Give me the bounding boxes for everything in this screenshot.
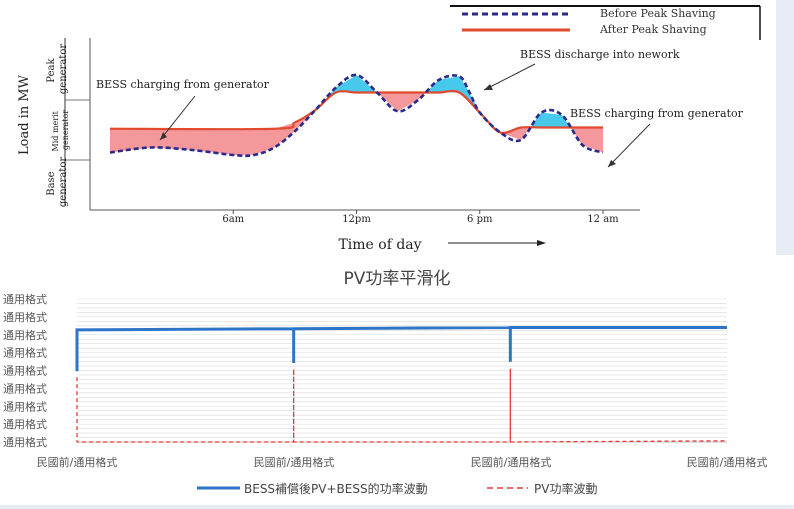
pv-y-tick-label: 通用格式	[3, 381, 47, 395]
band-label-peak-2: generator	[58, 44, 69, 94]
band-label-mid-2: generator	[61, 110, 70, 150]
pv-legend-label-pv: PV功率波動	[534, 481, 597, 496]
annotation-discharge: BESS discharge into nework	[520, 48, 680, 61]
charging-area-4	[502, 126, 532, 140]
pv-x-tick-label: 民國前/通用格式	[471, 455, 552, 469]
annotation-arrowhead-left	[160, 132, 167, 140]
pv-series	[75, 326, 728, 443]
band-label-peak-1: Peak	[46, 58, 57, 83]
pv-y-tick-label: 通用格式	[3, 346, 47, 360]
legend-label-after: After Peak Shaving	[599, 23, 707, 36]
annotation-arrow-left	[159, 95, 196, 141]
pv-x-tick-label: 民國前/通用格式	[687, 455, 768, 469]
band-label-base-2: generator	[58, 157, 69, 207]
band-label-mid-1: Mid merit	[51, 110, 60, 151]
annotation-charging-right: BESS charging from generator	[570, 107, 744, 120]
band-label-base: Base generator	[46, 157, 69, 207]
pv-x-tick-labels: 民國前/通用格式 民國前/通用格式 民國前/通用格式 民國前/通用格式	[37, 455, 768, 469]
pv-y-tick-label: 通用格式	[3, 364, 47, 378]
charging-area-6	[572, 127, 603, 153]
y-axis-title: Load in MW	[17, 74, 32, 155]
pv-y-tick-label: 通用格式	[3, 292, 47, 306]
annotation-arrow-right	[607, 123, 651, 168]
series-after-peak-shaving	[109, 89, 603, 135]
pv-gridlines	[77, 298, 727, 443]
pv-y-tick-label: 通用格式	[3, 328, 47, 342]
peak-shaving-legend: Before Peak Shaving After Peak Shaving	[450, 5, 761, 40]
pv-y-tick-label: 通用格式	[3, 310, 47, 324]
pv-y-tick-label: 通用格式	[3, 435, 47, 449]
pv-legend: BESS補償後PV+BESS的功率波動 PV功率波動	[197, 481, 597, 496]
band-label-mid: Mid merit generator	[51, 109, 70, 152]
x-axis-title-arrowhead	[537, 240, 546, 246]
annotation-arrow-discharge	[483, 63, 536, 91]
pv-y-tick-label: 通用格式	[3, 417, 47, 431]
x-tick-label: 12 am	[587, 214, 619, 225]
x-tick-label: 6 pm	[467, 214, 493, 225]
x-tick-label: 6am	[222, 214, 244, 225]
pv-legend-label-bess: BESS補償後PV+BESS的功率波動	[244, 481, 428, 496]
band-label-base-1: Base	[46, 171, 57, 195]
series-before-peak-shaving	[109, 73, 604, 158]
annotation-charging-left: BESS charging from generator	[96, 78, 270, 91]
discharge-area-3	[426, 76, 480, 113]
peak-shaving-chart-panel: Before Peak Shaving After Peak Shaving L…	[0, 0, 776, 255]
peak-shaving-series	[109, 73, 604, 158]
legend-label-before: Before Peak Shaving	[600, 7, 716, 20]
pv-x-tick-label: 民國前/通用格式	[254, 455, 335, 469]
annotation-arrowhead-discharge	[484, 84, 493, 90]
series-pv-power	[76, 368, 728, 443]
x-tick-label: 12pm	[342, 214, 371, 225]
annotation-arrowhead-right	[608, 160, 616, 167]
pv-smoothing-chart: PV功率平滑化 通用格式通用格式通用格式通用格式通用格式通用格式通用格式通用格式…	[3, 269, 768, 496]
discharge-area-5	[531, 112, 573, 130]
pv-x-tick-label: 民國前/通用格式	[37, 455, 118, 469]
x-axis-title: Time of day	[338, 237, 421, 253]
band-label-peak: Peak generator	[46, 44, 69, 94]
series-bess-compensated	[75, 326, 727, 372]
pv-y-tick-label: 通用格式	[3, 399, 47, 413]
pv-chart-title: PV功率平滑化	[344, 269, 451, 289]
pv-smoothing-chart-panel: PV功率平滑化 通用格式 通用格式 通用格式 通用格式 通用格式 通用格式 通用格式 通用格式…	[0, 255, 794, 505]
annotations: BESS charging from generator BESS discha…	[96, 48, 744, 168]
charging-area-2	[379, 92, 427, 112]
generator-bands: Peak generator Mid merit generator Base …	[46, 38, 90, 207]
peak-shaving-chart: Before Peak Shaving After Peak Shaving L…	[17, 5, 761, 253]
x-tick-labels: 6am 12pm 6 pm 12 am	[222, 210, 619, 225]
charging-area-0	[110, 110, 316, 155]
